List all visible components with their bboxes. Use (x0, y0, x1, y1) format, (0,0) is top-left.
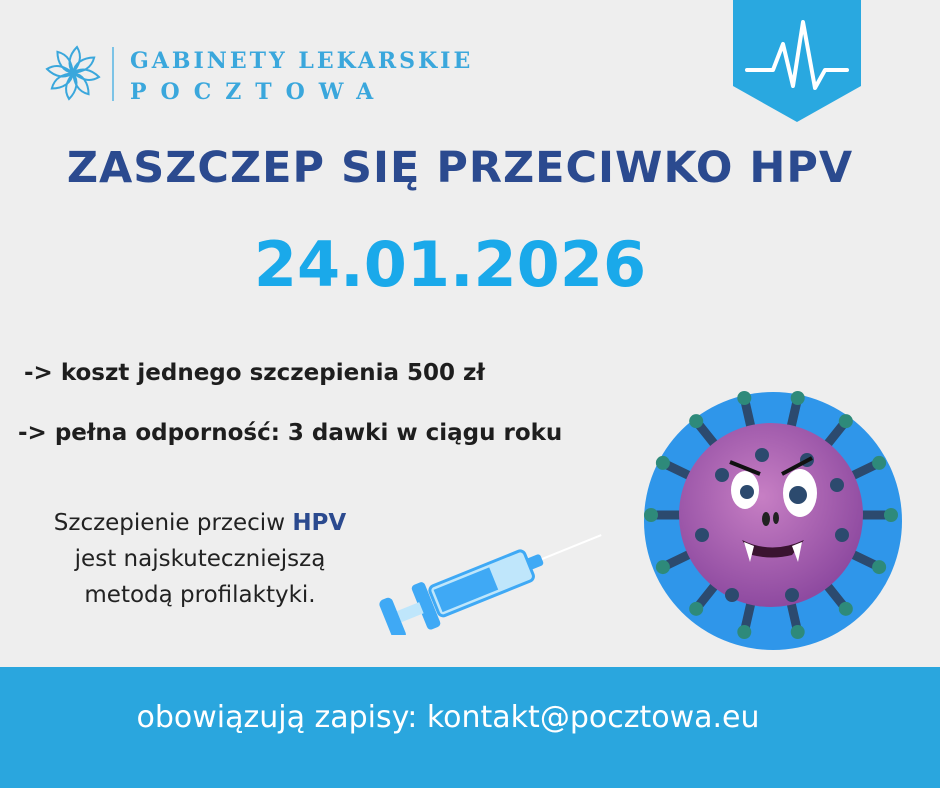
virus-spike-tip (644, 508, 658, 522)
virus-spike-tip (838, 414, 853, 429)
brand-subname: POCZTOWA (130, 79, 388, 105)
virus-spike-tip (872, 560, 887, 575)
virus-spike-tip (655, 455, 670, 470)
info-paragraph: Szczepienie przeciw HPV jest najskuteczn… (20, 505, 380, 613)
virus-spike-tip (737, 624, 752, 639)
cost-bullet: -> koszt jednego szczepienia 500 zł (24, 360, 485, 386)
brand-name: GABINETY LEKARSKIE (130, 48, 474, 74)
virus-spike-tip (655, 560, 670, 575)
virus-spike-tip (884, 508, 898, 522)
flower-logo-icon (46, 45, 100, 100)
logo-divider (112, 47, 114, 101)
heartbeat-ribbon-icon (733, 0, 861, 122)
syringe-icon (379, 534, 602, 635)
headline: ZASZCZEP SIĘ PRZECIWKO HPV (66, 143, 854, 193)
para-text-3: metodą profilaktyki. (84, 582, 316, 608)
para-text-1: Szczepienie przeciw (53, 510, 293, 536)
virus-illustration-icon (644, 391, 902, 650)
para-text-2: jest najskuteczniejszą (74, 546, 326, 572)
virus-spike-tip (790, 391, 805, 406)
event-date: 24.01.2026 (253, 228, 647, 301)
doses-bullet: -> pełna odporność: 3 dawki w ciągu roku (18, 420, 563, 446)
contact-info: obowiązują zapisy: kontakt@pocztowa.eu (136, 700, 760, 735)
virus-spike-tip (689, 414, 704, 429)
virus-spike-tip (838, 601, 853, 616)
footer-band (0, 667, 940, 788)
virus-spike-tip (737, 391, 752, 406)
virus-spike-tip (790, 624, 805, 639)
para-highlight: HPV (292, 510, 347, 536)
virus-spike-tip (872, 455, 887, 470)
virus-spike-tip (689, 601, 704, 616)
